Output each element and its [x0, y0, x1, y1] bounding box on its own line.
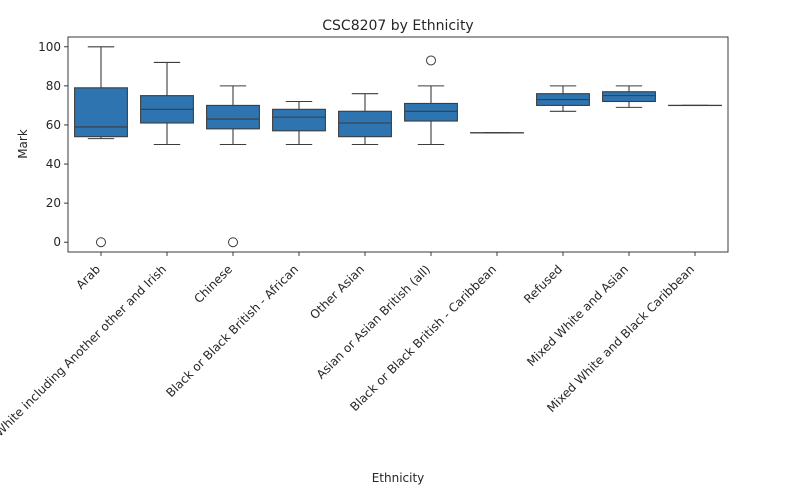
x-tick-label: Chinese — [191, 262, 235, 306]
box — [404, 102, 458, 122]
box-group — [602, 85, 656, 108]
y-tick-label: 40 — [46, 157, 61, 171]
outlier-point — [228, 237, 238, 248]
box-group — [74, 46, 128, 248]
y-tick-label: 20 — [46, 196, 61, 210]
x-tick-label: Black or Black British - African — [163, 262, 301, 400]
box — [602, 91, 656, 103]
y-axis-title: Mark — [16, 129, 30, 159]
x-axis-title: Ethnicity — [372, 471, 425, 485]
x-tick-label: Other Asian — [307, 262, 367, 322]
chart-title: CSC8207 by Ethnicity — [322, 18, 473, 34]
x-tick-label: Arab — [73, 262, 103, 292]
y-tick-label: 0 — [53, 235, 61, 249]
axes-frame — [67, 36, 729, 253]
box — [338, 110, 392, 138]
box-group — [404, 55, 458, 146]
y-tick-label: 60 — [46, 118, 61, 132]
outlier-point — [426, 55, 436, 66]
x-tick-label: Black or Black British - Caribbean — [347, 262, 499, 414]
x-tick-label: Mixed White and Black Caribbean — [544, 262, 697, 415]
plot-area — [74, 46, 722, 248]
y-axis: 0 20 40 60 80 100 — [38, 40, 68, 249]
box-group — [272, 100, 326, 146]
box-group — [338, 93, 392, 146]
y-tick-label: 100 — [38, 40, 61, 54]
box-group — [206, 85, 260, 248]
x-tick-label: Asian or Asian British (all) — [314, 262, 433, 381]
y-tick-label: 80 — [46, 79, 61, 93]
x-tick-label: Refused — [521, 262, 565, 306]
outlier-point — [96, 237, 106, 248]
box — [206, 104, 260, 130]
box — [74, 87, 128, 138]
box — [272, 108, 326, 132]
box-group — [536, 85, 590, 112]
box-group — [140, 61, 194, 146]
